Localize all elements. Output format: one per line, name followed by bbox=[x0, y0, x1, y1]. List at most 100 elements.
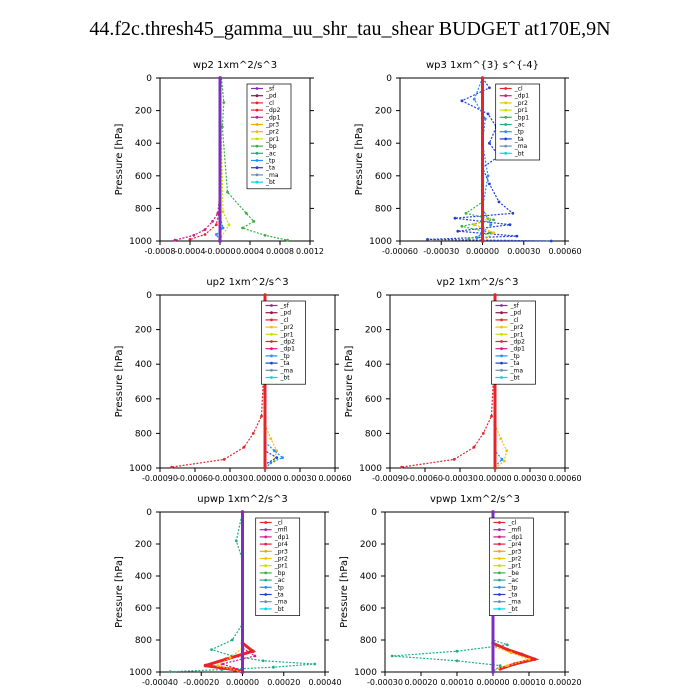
legend-label: _ma bbox=[265, 172, 279, 179]
legend-label: _dp2 bbox=[510, 339, 526, 346]
y-tick-label: 1000 bbox=[369, 237, 392, 247]
y-tick-label: 0 bbox=[386, 74, 392, 84]
y-tick-label: 0 bbox=[146, 74, 152, 84]
x-tick-label: 0.0004 bbox=[236, 247, 264, 256]
x-tick-label: -0.00030 bbox=[212, 474, 248, 483]
legend-box bbox=[255, 517, 301, 616]
legend-label: _be bbox=[507, 570, 519, 577]
legend-marker bbox=[255, 130, 259, 134]
legend-label: _pr3 bbox=[507, 548, 521, 555]
data-point-tp bbox=[500, 458, 504, 461]
legend-marker bbox=[504, 130, 508, 134]
legend-box bbox=[489, 517, 534, 616]
legend-marker bbox=[500, 311, 503, 315]
y-tick-label: 200 bbox=[135, 326, 152, 336]
legend-label: _dp1 bbox=[507, 534, 523, 541]
legend-marker bbox=[500, 361, 503, 365]
x-tick-label: 0.00000 bbox=[248, 474, 281, 483]
x-tick-label: 0.00000 bbox=[478, 474, 511, 483]
x-tick-label: 0.00000 bbox=[466, 247, 499, 256]
legend-marker bbox=[255, 101, 259, 105]
legend-marker bbox=[504, 115, 508, 119]
data-point-tp bbox=[214, 233, 218, 236]
y-tick-label: 800 bbox=[135, 429, 152, 439]
legend-marker bbox=[498, 607, 501, 611]
data-point-dp2 bbox=[490, 414, 493, 418]
legend-label: _tp bbox=[507, 584, 517, 591]
y-tick-label: 400 bbox=[135, 139, 152, 149]
data-point-dp2 bbox=[260, 414, 263, 418]
data-point-dp2 bbox=[452, 458, 456, 461]
legend-label: _ac bbox=[507, 577, 518, 584]
legend-label: _bp bbox=[265, 143, 277, 150]
data-point-sf bbox=[240, 670, 245, 674]
legend-marker bbox=[498, 571, 501, 575]
legend-label: _pr4 bbox=[507, 541, 521, 548]
legend-label: _ac bbox=[265, 150, 276, 157]
data-point-pr2 bbox=[472, 223, 476, 227]
data-point-dp2 bbox=[472, 445, 476, 449]
legend-marker bbox=[504, 94, 508, 98]
legend-label: _mfl bbox=[274, 527, 288, 534]
series-line-bp bbox=[220, 77, 288, 241]
data-point-ac bbox=[390, 654, 394, 658]
y-axis-label: Pressure [hPa] bbox=[114, 124, 125, 196]
legend-marker bbox=[255, 173, 259, 177]
data-point-cl bbox=[493, 293, 497, 297]
legend-label: _tp bbox=[514, 129, 524, 136]
y-tick-label: 200 bbox=[135, 540, 152, 550]
legend-label: _pr2 bbox=[265, 129, 279, 136]
chart-title: vpwp 1xm^2/s^3 bbox=[430, 494, 520, 505]
legend-marker bbox=[498, 528, 501, 532]
data-point-ta bbox=[488, 182, 491, 186]
data-point-ac bbox=[230, 638, 234, 642]
x-tick-label: 0.00020 bbox=[404, 678, 437, 687]
data-point-dp1 bbox=[253, 654, 257, 658]
legend-box bbox=[495, 83, 541, 161]
y-tick-label: 400 bbox=[365, 360, 382, 370]
legend-label: _sf bbox=[265, 86, 275, 93]
legend-marker bbox=[498, 578, 501, 582]
data-point-bp bbox=[263, 233, 267, 237]
x-tick-label: 0.00060 bbox=[548, 247, 581, 256]
legend-marker bbox=[264, 571, 268, 575]
data-point-bp bbox=[460, 224, 464, 228]
legend-marker bbox=[270, 340, 273, 343]
legend-label: _ta bbox=[510, 360, 520, 367]
data-point-sf bbox=[491, 510, 495, 514]
y-axis-label: Pressure [hPa] bbox=[344, 346, 355, 418]
legend-marker bbox=[498, 542, 501, 546]
x-tick-label: 0.00060 bbox=[318, 474, 351, 483]
data-point-ac bbox=[272, 665, 275, 669]
legend-marker bbox=[255, 94, 259, 98]
chart-title: wp3 1xm^{3} s^{-4} bbox=[426, 60, 539, 71]
data-point-cl bbox=[493, 466, 497, 470]
legend-label: _bt bbox=[265, 179, 276, 186]
y-tick-label: 400 bbox=[135, 360, 152, 370]
data-point-dp1 bbox=[203, 228, 207, 232]
legend-marker bbox=[264, 528, 268, 532]
data-point-bp bbox=[222, 101, 226, 104]
data-point-ta bbox=[486, 112, 490, 116]
data-point-bp bbox=[464, 211, 468, 215]
legend-label: _cl bbox=[510, 317, 519, 324]
data-point-cl bbox=[251, 649, 255, 653]
x-tick-label: -0.00030 bbox=[423, 247, 459, 256]
x-tick-label: 0.00010 bbox=[440, 678, 473, 687]
legend-marker bbox=[255, 144, 259, 148]
legend-label: _bt bbox=[510, 375, 521, 382]
data-point-dp2 bbox=[251, 432, 255, 435]
legend-label: _pd bbox=[510, 310, 522, 317]
legend-marker bbox=[255, 137, 259, 141]
data-point-pr2 bbox=[502, 459, 506, 463]
legend-label: _pr3 bbox=[274, 548, 288, 555]
series-line-dp2 bbox=[189, 78, 221, 240]
x-tick-label: 0.0012 bbox=[296, 247, 324, 256]
series-line-dp2 bbox=[171, 294, 266, 468]
legend: _cl_mfl_dp1_pr4_pr3_pr2_pr1_bp_ac_tp_ta_… bbox=[255, 517, 301, 616]
legend-label: _ma bbox=[274, 599, 288, 606]
legend-label: _pr2 bbox=[510, 324, 524, 331]
data-point-bp bbox=[244, 211, 248, 215]
